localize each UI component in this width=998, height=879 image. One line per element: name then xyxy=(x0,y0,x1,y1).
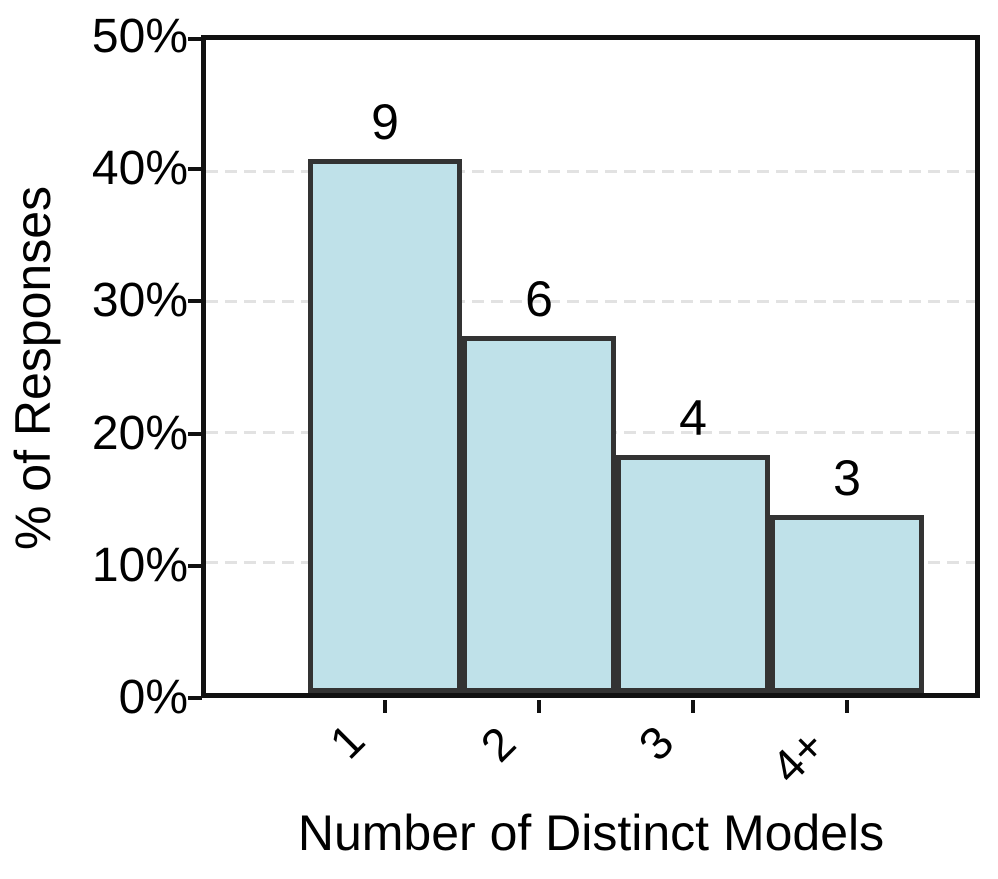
y-tick-mark xyxy=(188,299,202,303)
y-tick-label: 0% xyxy=(118,671,188,724)
x-axis-title: Number of Distinct Models xyxy=(297,805,885,861)
bar-4plus-models xyxy=(770,515,924,693)
y-tick-label: 40% xyxy=(91,142,188,195)
gridline-30pct xyxy=(206,300,975,304)
bar-count-label: 9 xyxy=(371,93,399,150)
x-tick-mark xyxy=(537,700,541,713)
y-axis-title: % of Responses xyxy=(5,185,61,551)
y-tick-mark xyxy=(188,432,202,436)
bar-count-label: 6 xyxy=(525,271,553,328)
y-tick-label: 10% xyxy=(91,539,188,592)
bar-1-model xyxy=(308,158,462,693)
y-tick-label: 30% xyxy=(91,274,188,327)
x-tick-mark xyxy=(845,700,849,713)
x-tick-label: 3 xyxy=(628,715,684,771)
y-tick-mark xyxy=(188,37,202,41)
x-tick-label: 4+ xyxy=(761,719,835,793)
x-tick-label: 2 xyxy=(470,716,526,772)
x-tick-label: 1 xyxy=(319,713,375,769)
x-tick-mark xyxy=(691,700,695,713)
y-tick-mark xyxy=(188,167,202,171)
y-tick-label: 20% xyxy=(91,407,188,460)
bar-count-label: 4 xyxy=(679,390,707,447)
bar-count-label: 3 xyxy=(833,450,861,507)
gridline-40pct xyxy=(206,169,975,173)
x-tick-mark xyxy=(383,700,387,713)
bar-3-models xyxy=(616,455,770,693)
bar-2-models xyxy=(462,336,616,693)
plot-area: 9 6 4 3 xyxy=(201,35,980,698)
y-tick-label: 50% xyxy=(91,10,188,63)
y-tick-mark xyxy=(188,696,202,700)
y-tick-mark xyxy=(188,564,202,568)
